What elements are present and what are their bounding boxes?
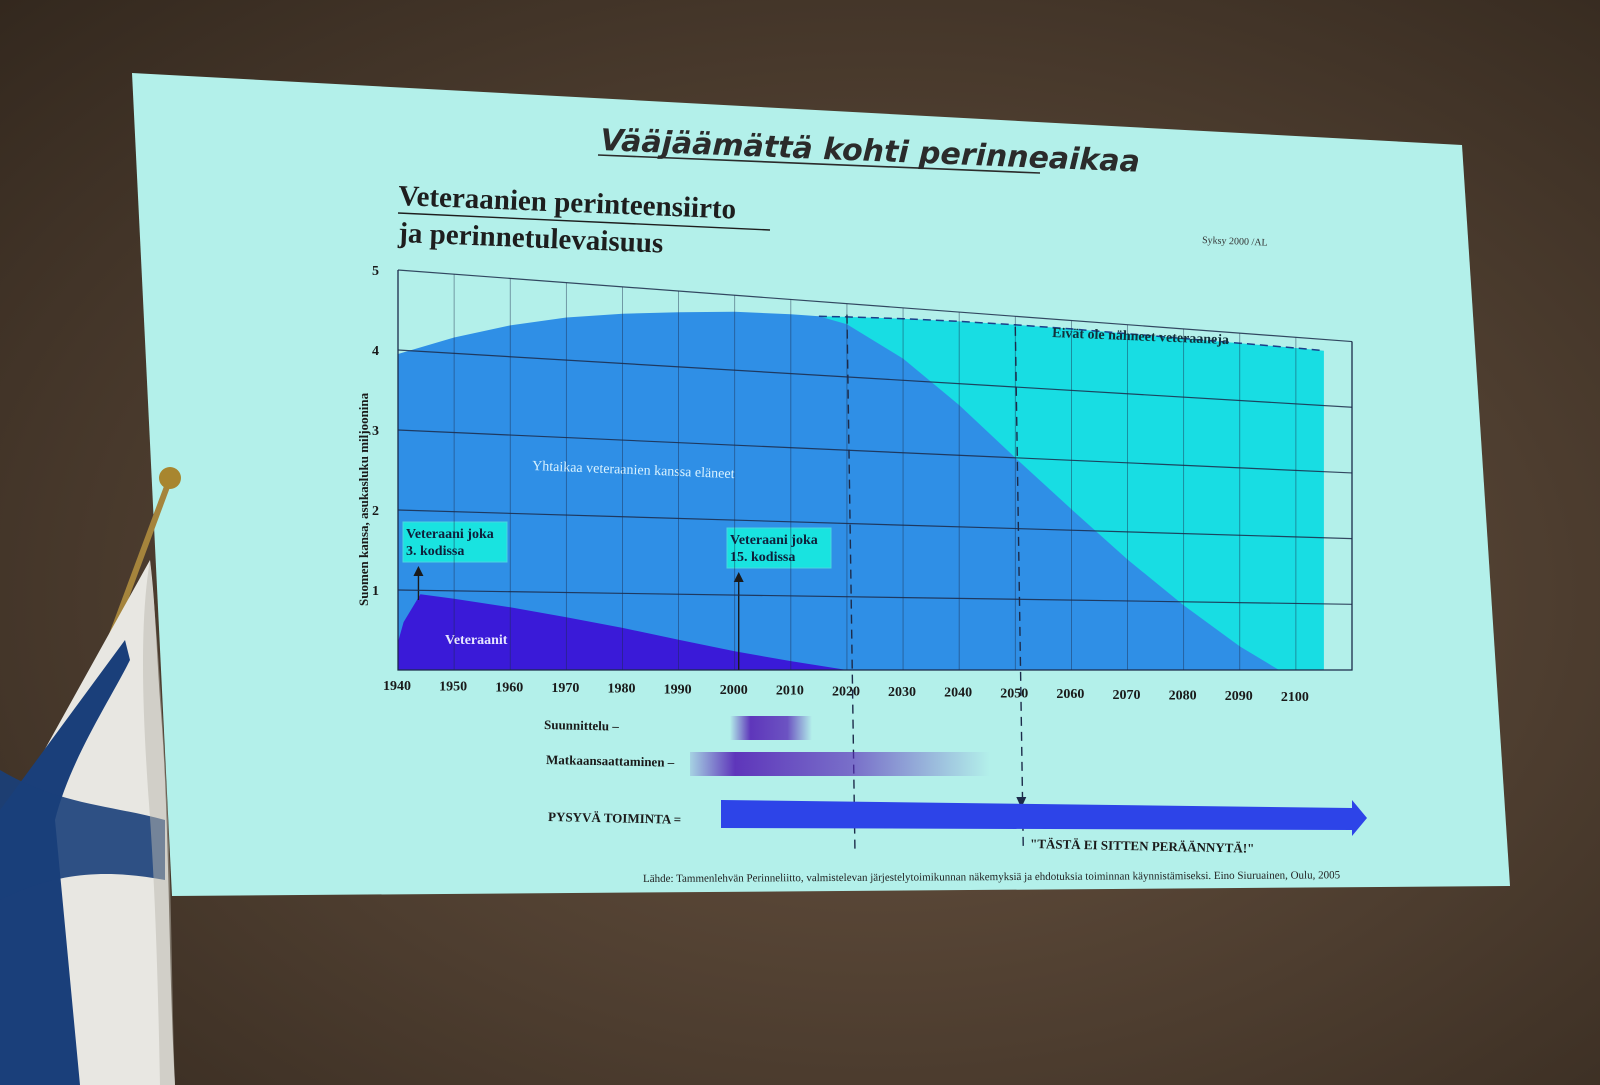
callout-arrowhead <box>413 566 424 576</box>
x-tick-label: 2100 <box>1281 690 1309 705</box>
area-label-veterans: Veteraanit <box>445 633 508 648</box>
x-tick-label: 2050 <box>1000 686 1028 701</box>
flag-shadow <box>143 560 175 1085</box>
grid <box>397 269 1353 670</box>
annotations: Veteraani joka 3. kodissa Veteraani joka 15… <box>402 521 832 670</box>
grid-line-horizontal <box>397 269 1353 343</box>
y-tick-labels: 1 2 3 4 5 <box>372 264 379 599</box>
x-tick-label: 1970 <box>551 681 579 696</box>
x-tick-label: 1980 <box>607 682 635 697</box>
flag-pole-finial <box>159 467 181 489</box>
slide-title-underline <box>597 154 1041 174</box>
y-tick-label: 1 <box>372 584 379 599</box>
permanent-activity-arrow <box>721 800 1367 836</box>
x-tick-label: 2020 <box>832 684 860 699</box>
x-tick-labels: 1940 1950 1960 1970 1980 1990 2000 2010 2020 2030… <box>383 679 1309 705</box>
x-tick-label: 2030 <box>888 685 916 700</box>
grid-line-horizontal <box>397 349 1353 408</box>
marker-arrowhead-2050 <box>1016 797 1027 808</box>
flag-pole <box>107 482 171 642</box>
planning-bar <box>730 716 812 740</box>
x-tick-label: 2070 <box>1113 688 1141 703</box>
callout-box <box>402 521 508 563</box>
callout-text-line1: Veteraani joka <box>730 533 818 548</box>
dashed-markers <box>846 314 1027 851</box>
y-tick-label: 2 <box>372 504 379 519</box>
y-tick-label: 4 <box>372 344 379 359</box>
callout-text-line1: Veteraani joka <box>406 527 494 542</box>
y-axis-label: Suomen kansa, asukasluku miljoonina <box>356 392 371 606</box>
row-label-planning: Suunnittelu – <box>544 717 620 734</box>
launching-bar <box>690 752 990 776</box>
row-label-permanent: PYSYVÄ TOIMINTA = <box>548 809 681 827</box>
x-tick-label: 2040 <box>944 686 972 701</box>
stamp-text: Syksy 2000 /AL <box>1202 235 1268 249</box>
x-tick-label: 1960 <box>495 680 523 695</box>
callout-arrowhead <box>733 572 744 582</box>
x-tick-label: 2090 <box>1225 689 1253 704</box>
dashed-marker-2050 <box>1014 326 1024 851</box>
grid-line-horizontal <box>397 589 1353 605</box>
source-text: Lähde: Tammenlehvän Perinneliitto, valmi… <box>643 869 1341 885</box>
area-coexisted-with-veterans <box>398 311 1279 670</box>
callout-text-line2: 3. kodissa <box>406 544 464 559</box>
grid-line-horizontal <box>397 509 1353 540</box>
flag-cross-blue <box>0 640 130 1085</box>
callout-text-line2: 15. kodissa <box>730 550 795 565</box>
x-tick-label: 2010 <box>776 684 804 699</box>
chart-plot: 1940 1950 1960 1970 1980 1990 2000 2010 2020 2030… <box>356 264 1353 851</box>
x-tick-label: 2080 <box>1169 688 1197 703</box>
area-label-not-seen: Eivät ole nähneet veteraaneja <box>1052 326 1229 348</box>
row-label-launching: Matkaansaattaminen – <box>546 752 675 770</box>
y-tick-label: 5 <box>372 264 379 279</box>
quote-text: "TÄSTÄ EI SITTEN PERÄÄNNYTÄ!" <box>1030 836 1255 856</box>
x-tick-label: 1940 <box>383 679 411 694</box>
callout-box <box>726 527 832 569</box>
x-tick-label: 2000 <box>720 683 748 698</box>
y-tick-label: 3 <box>372 424 379 439</box>
grid-line-horizontal <box>397 429 1353 474</box>
x-tick-label: 2060 <box>1056 687 1084 702</box>
x-tick-label: 1950 <box>439 680 467 695</box>
flag-cross-blue-horizontal <box>0 770 165 900</box>
x-tick-label: 1990 <box>664 682 692 697</box>
chart-title-underline <box>397 212 771 231</box>
